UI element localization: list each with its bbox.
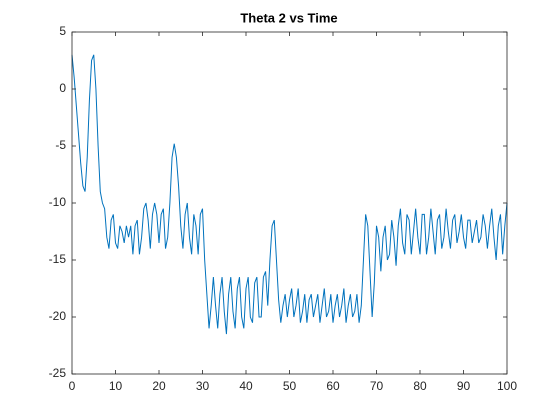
x-tick-label: 0 bbox=[69, 379, 76, 393]
y-tick-label: 0 bbox=[59, 81, 66, 95]
x-tick-label: 10 bbox=[109, 379, 123, 393]
x-tick-label: 40 bbox=[239, 379, 253, 393]
x-tick-label: 70 bbox=[370, 379, 384, 393]
y-tick-label: -5 bbox=[55, 138, 66, 152]
data-line bbox=[71, 54, 508, 335]
x-tick-label: 50 bbox=[283, 379, 297, 393]
y-tick-label: -20 bbox=[49, 309, 67, 323]
y-tick-label: -15 bbox=[49, 252, 67, 266]
x-tick-label: 100 bbox=[497, 379, 517, 393]
x-tick-label: 90 bbox=[457, 379, 471, 393]
x-tick-label: 20 bbox=[152, 379, 166, 393]
y-tick-label: -10 bbox=[49, 195, 67, 209]
chart-title: Theta 2 vs Time bbox=[240, 10, 337, 25]
y-tick-label: 5 bbox=[59, 24, 66, 38]
x-tick-label: 60 bbox=[326, 379, 340, 393]
x-tick-label: 80 bbox=[413, 379, 427, 393]
y-tick-label: -25 bbox=[49, 366, 67, 380]
x-tick-label: 30 bbox=[196, 379, 210, 393]
